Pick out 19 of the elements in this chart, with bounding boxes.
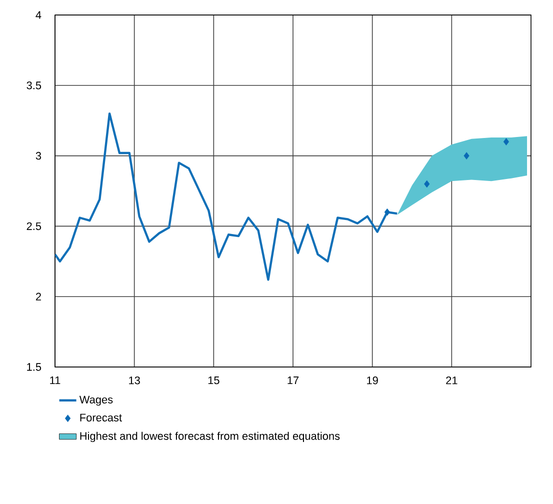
point bbox=[424, 180, 430, 188]
x-tick-label: 19 bbox=[367, 376, 378, 384]
point bbox=[503, 138, 510, 146]
y-tick-label: 1.5 bbox=[27, 363, 42, 371]
y-tick-label: 3.5 bbox=[26, 82, 42, 90]
legend-label: Forecast bbox=[80, 414, 122, 422]
x-tick-label: 13 bbox=[129, 376, 140, 384]
point bbox=[464, 152, 470, 160]
y-tick-label: 3 bbox=[36, 152, 42, 160]
point bbox=[384, 208, 390, 216]
x-tick-label: 11 bbox=[50, 376, 60, 384]
y-tick-label: 2.5 bbox=[26, 222, 42, 230]
legend-label: Highest and lowest forecast from estimated equations bbox=[80, 432, 340, 442]
y-tick-label: 2 bbox=[36, 292, 41, 300]
legend-label: Wages bbox=[79, 396, 113, 406]
x-tick-label: 15 bbox=[208, 376, 220, 384]
x-tick-label: 17 bbox=[288, 376, 299, 384]
x-tick-label: 21 bbox=[446, 376, 458, 384]
y-tick-label: 4 bbox=[36, 11, 42, 19]
